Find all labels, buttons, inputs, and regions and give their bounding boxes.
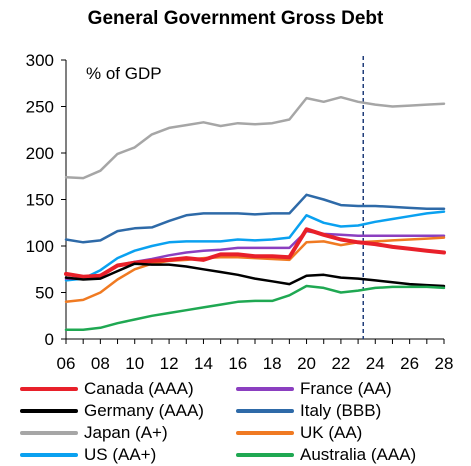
series-line-canada-aaa bbox=[64, 227, 446, 279]
y-tick-label: 50 bbox=[35, 284, 54, 303]
x-tick-label: 26 bbox=[400, 354, 419, 373]
legend-swatch bbox=[20, 387, 78, 391]
y-tick-label: 300 bbox=[26, 51, 54, 70]
legend-label: UK (AA) bbox=[300, 423, 363, 442]
x-tick-label: 12 bbox=[160, 354, 179, 373]
y-tick-label: 200 bbox=[26, 144, 54, 163]
series-line-germany-aaa bbox=[64, 262, 446, 288]
y-tick-label: 150 bbox=[26, 191, 54, 210]
legend-label: Italy (BBB) bbox=[300, 401, 382, 420]
legend-swatch bbox=[236, 409, 294, 413]
x-tick-label: 28 bbox=[435, 354, 454, 373]
legend: Canada (AAA) France (AA) Germany (AAA) Ital… bbox=[20, 378, 460, 465]
legend-item-canada-aaa: Canada (AAA) bbox=[20, 378, 194, 400]
x-tick-label: 24 bbox=[366, 354, 385, 373]
legend-item-australia-aaa: Australia (AAA) bbox=[236, 444, 416, 466]
legend-swatch bbox=[20, 453, 78, 457]
legend-swatch bbox=[236, 453, 294, 457]
legend-label: France (AA) bbox=[300, 379, 392, 398]
x-tick-label: 18 bbox=[263, 354, 282, 373]
series-line-japan-a bbox=[64, 95, 446, 180]
legend-item-france-aa: France (AA) bbox=[236, 378, 392, 400]
legend-label: Japan (A+) bbox=[84, 423, 168, 442]
legend-item-japan-a: Japan (A+) bbox=[20, 422, 168, 444]
legend-swatch bbox=[20, 409, 78, 413]
legend-swatch bbox=[236, 431, 294, 435]
legend-swatch bbox=[236, 387, 294, 391]
x-tick-label: 22 bbox=[331, 354, 350, 373]
x-tick-label: 20 bbox=[297, 354, 316, 373]
x-tick-label: 14 bbox=[194, 354, 213, 373]
x-tick-label: 08 bbox=[91, 354, 110, 373]
legend-item-italy-bbb: Italy (BBB) bbox=[236, 400, 381, 422]
series-line-italy-bbb bbox=[64, 193, 446, 244]
x-tick-label: 10 bbox=[125, 354, 144, 373]
y-axis-label: % of GDP bbox=[86, 64, 162, 83]
series-layer bbox=[64, 95, 446, 331]
legend-label: Australia (AAA) bbox=[300, 445, 417, 464]
chart-title: General Government Gross Debt bbox=[87, 8, 384, 29]
legend-label: Germany (AAA) bbox=[84, 401, 204, 420]
y-tick-label: 250 bbox=[26, 98, 54, 117]
series-line-us-aa bbox=[64, 210, 446, 282]
legend-item-germany-aaa: Germany (AAA) bbox=[20, 400, 204, 422]
legend-label: US (AA+) bbox=[84, 445, 157, 464]
legend-item-us-aa: US (AA+) bbox=[20, 444, 156, 466]
legend-item-uk-aa: UK (AA) bbox=[236, 422, 362, 444]
legend-swatch bbox=[20, 431, 78, 435]
series-line-australia-aaa bbox=[64, 284, 446, 331]
x-tick-label: 06 bbox=[57, 354, 76, 373]
chart-axes: 0 50 100 150 200 250 300 06 08 10 12 14 16 18 20 22 24 26… bbox=[26, 51, 454, 373]
y-tick-label: 0 bbox=[45, 330, 54, 349]
y-tick-label: 100 bbox=[26, 237, 54, 256]
legend-label: Canada (AAA) bbox=[84, 379, 194, 398]
x-tick-label: 16 bbox=[228, 354, 247, 373]
